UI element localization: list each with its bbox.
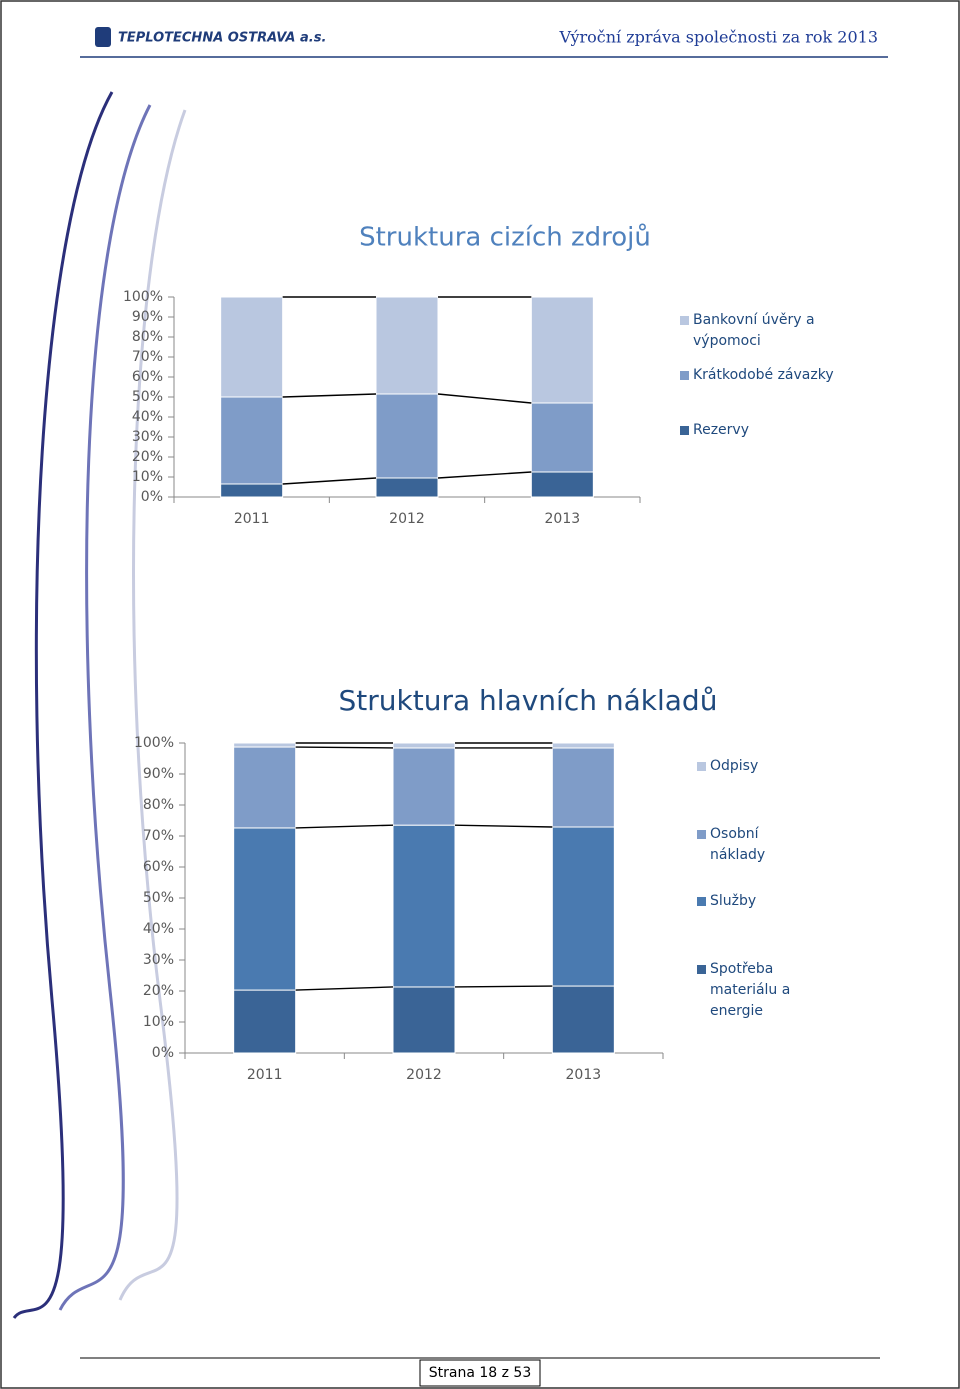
series-line — [437, 393, 532, 404]
series-line — [295, 824, 394, 829]
y-tick-label: 100% — [123, 289, 163, 305]
y-tick-label: 20% — [143, 983, 174, 999]
logo-icon — [95, 27, 111, 47]
y-tick-label: 40% — [143, 921, 174, 937]
legend-swatch — [680, 426, 689, 435]
bar-segment — [220, 296, 284, 398]
y-tick-label: 50% — [132, 389, 163, 405]
legend-swatch — [680, 316, 689, 325]
series-line — [295, 986, 394, 991]
legend-item: Spotřeba materiálu a energie — [710, 961, 791, 1019]
legend-label: Krátkodobé závazky — [693, 367, 834, 383]
bar-segment — [220, 396, 284, 485]
legend-label: Bankovní úvěry a výpomoci — [693, 312, 815, 349]
decor-swoosh — [12, 91, 114, 1319]
bar-segment — [375, 393, 439, 479]
decor-swoosh — [58, 104, 152, 1311]
y-tick-label: 20% — [132, 449, 163, 465]
y-tick-label: 70% — [132, 349, 163, 365]
bar-segment — [233, 742, 297, 748]
y-tick-label: 80% — [143, 797, 174, 813]
decor-swoosh — [118, 109, 187, 1301]
bar-segment — [233, 989, 297, 1054]
legend-swatch — [680, 371, 689, 380]
y-tick-label: 30% — [132, 429, 163, 445]
legend-swatch — [697, 762, 706, 771]
series-line — [437, 471, 532, 479]
x-tick-label: 2011 — [247, 1067, 283, 1083]
y-tick-label: 10% — [132, 469, 163, 485]
y-tick-label: 40% — [132, 409, 163, 425]
legend-item: Odpisy — [710, 758, 759, 774]
x-tick-label: 2012 — [389, 511, 425, 527]
legend-item: Služby — [710, 893, 757, 909]
legend-label: Služby — [710, 893, 757, 909]
legend-swatch — [697, 965, 706, 974]
header-title: Výroční zpráva společnosti za rok 2013 — [559, 28, 878, 47]
bar-segment — [551, 747, 615, 828]
logo-text: TEPLOTECHNA OSTRAVA a.s. — [118, 31, 326, 46]
bar-segment — [233, 827, 297, 991]
y-tick-label: 70% — [143, 828, 174, 844]
chart-title: Struktura hlavních nákladů — [339, 684, 718, 717]
y-tick-label: 90% — [132, 309, 163, 325]
bar-segment — [392, 742, 456, 749]
y-tick-label: 0% — [152, 1045, 174, 1061]
y-tick-label: 10% — [143, 1014, 174, 1030]
y-tick-label: 90% — [143, 766, 174, 782]
legend-swatch — [697, 897, 706, 906]
legend-label: Rezervy — [693, 422, 749, 438]
bar-segment — [375, 296, 439, 395]
bar-segment — [392, 986, 456, 1054]
legend-label: Odpisy — [710, 758, 759, 774]
bar-segment — [220, 483, 284, 498]
series-line — [454, 824, 553, 828]
y-tick-label: 0% — [141, 489, 163, 505]
y-tick-label: 60% — [143, 859, 174, 875]
y-tick-label: 60% — [132, 369, 163, 385]
bar-segment — [375, 477, 439, 498]
legend-swatch — [697, 830, 706, 839]
legend-label: Spotřeba materiálu a energie — [710, 961, 791, 1019]
bar-segment — [551, 742, 615, 749]
x-tick-label: 2013 — [545, 511, 581, 527]
footer-box — [419, 1359, 541, 1387]
legend-item: Bankovní úvěry a výpomoci — [693, 312, 815, 349]
legend-item: Krátkodobé závazky — [693, 367, 834, 383]
x-tick-label: 2013 — [566, 1067, 602, 1083]
y-tick-label: 50% — [143, 890, 174, 906]
page-number: Strana 18 z 53 — [429, 1365, 532, 1381]
y-tick-label: 100% — [134, 735, 174, 751]
bar-segment — [392, 747, 456, 826]
bar-segment — [530, 296, 594, 404]
bar-segment — [530, 402, 594, 473]
legend-item: Osobní náklady — [710, 826, 766, 863]
chart-title: Struktura cizích zdrojů — [359, 223, 651, 253]
series-line — [295, 746, 394, 749]
bar-segment — [233, 746, 297, 829]
legend-label: Osobní náklady — [710, 826, 766, 863]
y-tick-label: 80% — [132, 329, 163, 345]
series-line — [282, 393, 377, 398]
x-tick-label: 2011 — [234, 511, 270, 527]
legend-item: Rezervy — [693, 422, 749, 438]
series-line — [282, 477, 377, 485]
bar-segment — [392, 824, 456, 988]
bar-segment — [530, 471, 594, 498]
bar-segment — [551, 826, 615, 987]
y-tick-label: 30% — [143, 952, 174, 968]
x-tick-label: 2012 — [406, 1067, 442, 1083]
series-line — [454, 985, 553, 988]
bar-segment — [551, 985, 615, 1054]
